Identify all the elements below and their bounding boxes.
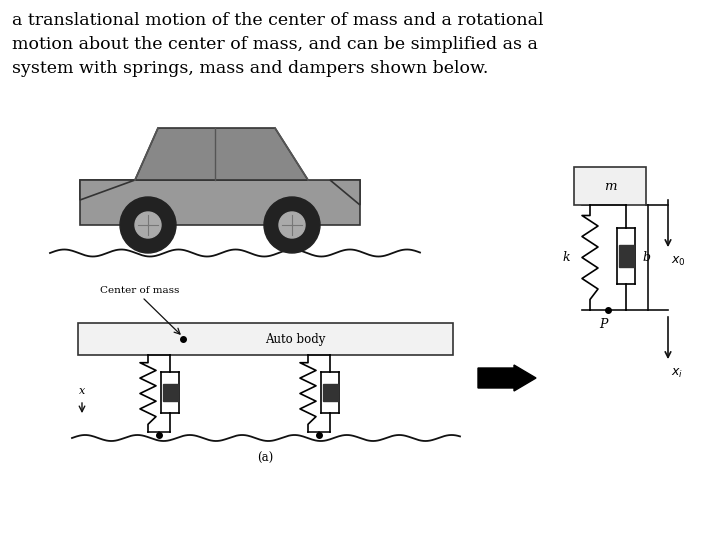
Bar — [80, 180, 360, 225]
Text: m: m — [603, 179, 616, 192]
Text: $x_i$: $x_i$ — [671, 367, 683, 380]
Circle shape — [135, 212, 161, 238]
Polygon shape — [135, 128, 308, 180]
Text: a translational motion of the center of mass and a rotational
motion about the c: a translational motion of the center of … — [12, 12, 544, 77]
Text: (a): (a) — [257, 452, 274, 465]
Text: x: x — [79, 386, 85, 396]
Circle shape — [264, 197, 320, 253]
Polygon shape — [80, 180, 135, 200]
Bar — [163, 384, 178, 401]
Text: P: P — [599, 318, 607, 331]
Polygon shape — [330, 180, 360, 205]
FancyArrow shape — [478, 365, 536, 391]
Text: b: b — [642, 251, 650, 264]
Text: $x_0$: $x_0$ — [671, 255, 685, 268]
Bar — [574, 167, 646, 205]
Bar — [78, 323, 453, 355]
Text: Auto body: Auto body — [265, 333, 325, 346]
Bar — [618, 245, 634, 267]
Text: Center of mass: Center of mass — [100, 286, 179, 295]
Circle shape — [120, 197, 176, 253]
Circle shape — [279, 212, 305, 238]
Text: k: k — [562, 251, 570, 264]
Bar — [323, 384, 338, 401]
